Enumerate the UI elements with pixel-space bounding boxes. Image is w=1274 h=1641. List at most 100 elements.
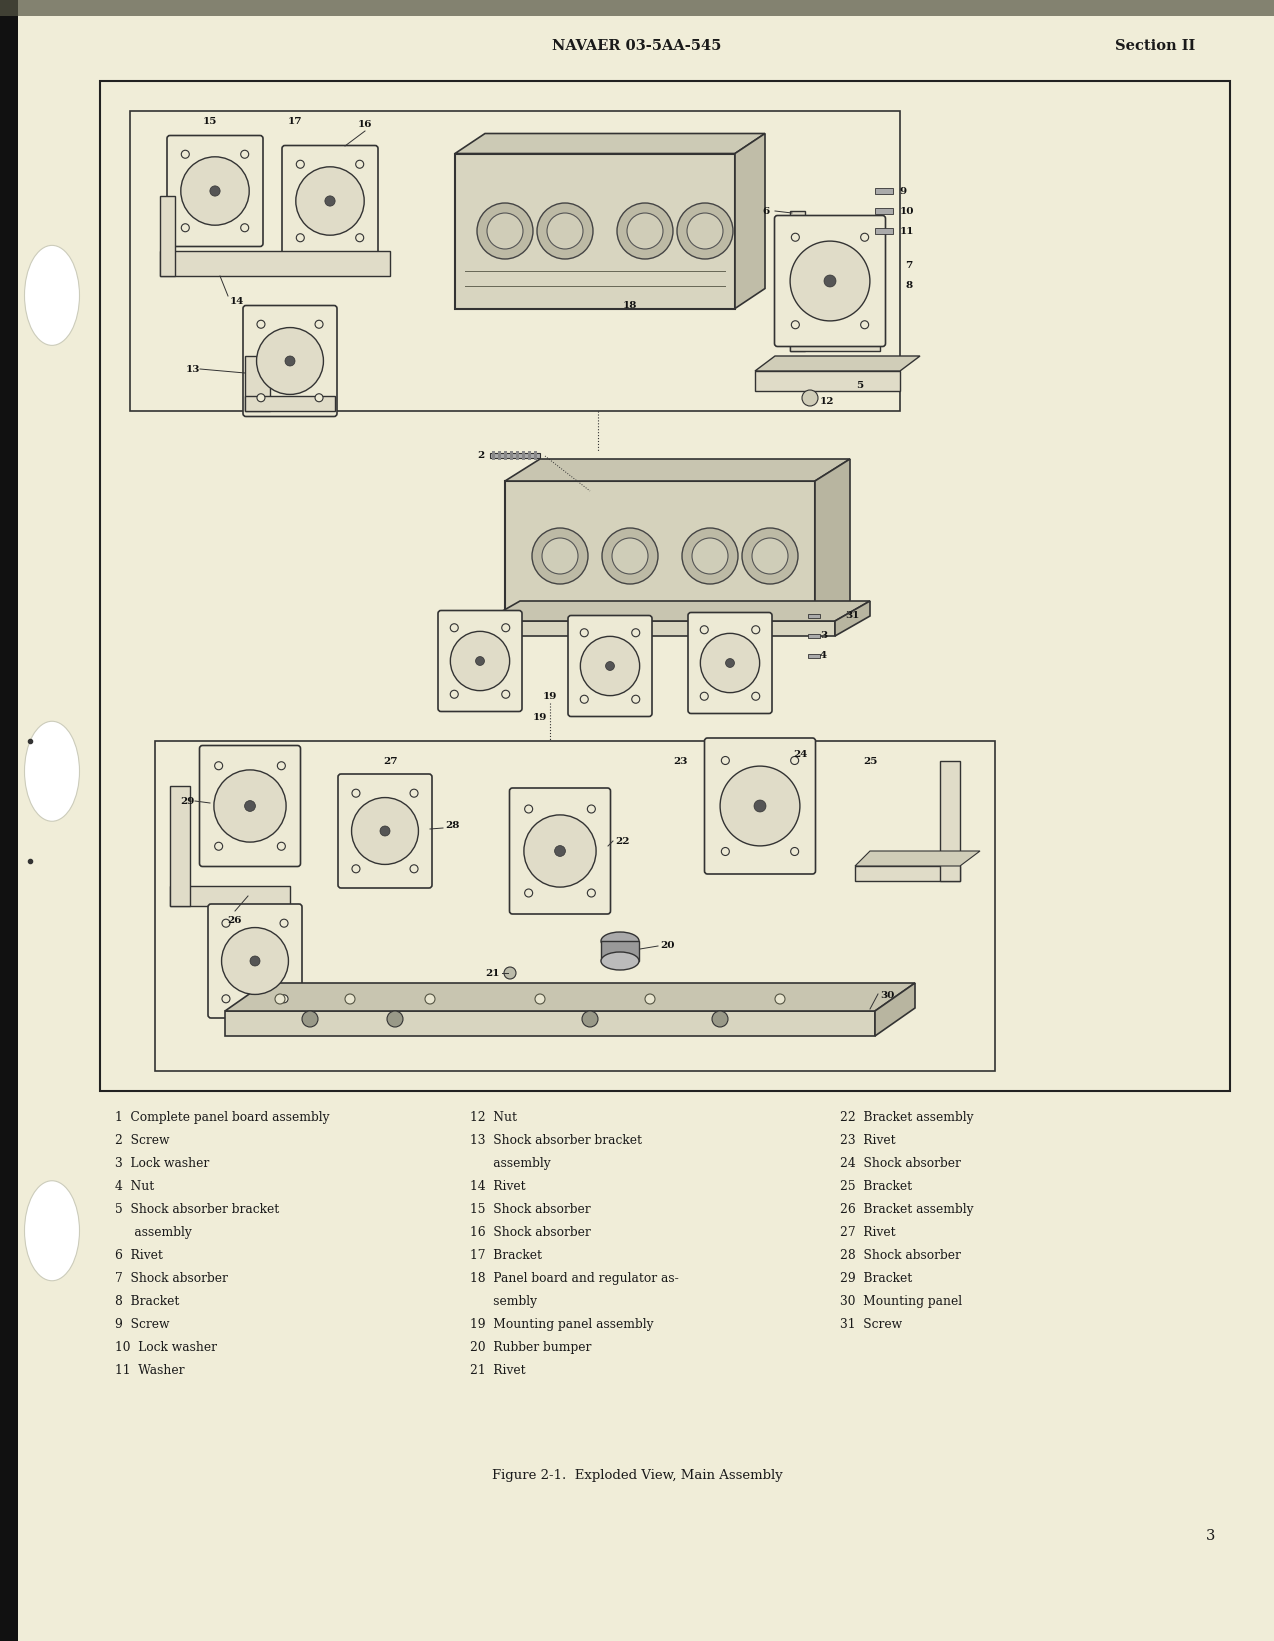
Circle shape bbox=[222, 994, 231, 1003]
Circle shape bbox=[587, 806, 595, 812]
Circle shape bbox=[581, 637, 640, 696]
Circle shape bbox=[450, 691, 459, 699]
Circle shape bbox=[645, 994, 655, 1004]
Bar bbox=[130, 112, 899, 410]
Bar bbox=[485, 620, 834, 637]
Text: Section II: Section II bbox=[1115, 39, 1195, 53]
Circle shape bbox=[181, 223, 190, 231]
Bar bbox=[875, 228, 893, 235]
Text: sembly: sembly bbox=[470, 1295, 538, 1308]
Bar bbox=[225, 1011, 875, 1035]
Circle shape bbox=[582, 1011, 598, 1027]
Polygon shape bbox=[455, 133, 764, 154]
Circle shape bbox=[222, 919, 231, 927]
FancyBboxPatch shape bbox=[688, 612, 772, 714]
Ellipse shape bbox=[601, 932, 640, 950]
Bar bbox=[161, 195, 175, 276]
Circle shape bbox=[580, 696, 589, 704]
Text: 3: 3 bbox=[1205, 1529, 1215, 1543]
Circle shape bbox=[701, 693, 708, 701]
Circle shape bbox=[280, 994, 288, 1003]
Text: 2  Screw: 2 Screw bbox=[115, 1134, 169, 1147]
Circle shape bbox=[250, 957, 260, 967]
Circle shape bbox=[682, 528, 738, 584]
Text: 23: 23 bbox=[673, 757, 687, 766]
Text: 8  Bracket: 8 Bracket bbox=[115, 1295, 180, 1308]
Circle shape bbox=[752, 693, 759, 701]
Bar bbox=[498, 451, 501, 459]
Circle shape bbox=[502, 624, 510, 632]
Circle shape bbox=[524, 816, 596, 888]
Circle shape bbox=[726, 658, 734, 668]
FancyBboxPatch shape bbox=[167, 136, 262, 246]
Text: 4  Nut: 4 Nut bbox=[115, 1180, 154, 1193]
Circle shape bbox=[257, 320, 265, 328]
Text: 12  Nut: 12 Nut bbox=[470, 1111, 517, 1124]
Circle shape bbox=[278, 761, 285, 770]
Text: 9  Screw: 9 Screw bbox=[115, 1318, 169, 1331]
Circle shape bbox=[352, 865, 361, 873]
Circle shape bbox=[554, 845, 566, 857]
Text: 11: 11 bbox=[899, 226, 915, 236]
Circle shape bbox=[752, 625, 759, 633]
Circle shape bbox=[502, 691, 510, 699]
Bar bbox=[534, 451, 538, 459]
Bar bbox=[510, 451, 513, 459]
Text: 7: 7 bbox=[905, 261, 912, 271]
Ellipse shape bbox=[601, 952, 640, 970]
Text: 15: 15 bbox=[203, 117, 217, 126]
Text: 22: 22 bbox=[615, 837, 629, 845]
FancyBboxPatch shape bbox=[282, 146, 378, 256]
Bar bbox=[99, 80, 1229, 1091]
Text: 2: 2 bbox=[478, 451, 485, 461]
Text: 13: 13 bbox=[186, 364, 200, 374]
Polygon shape bbox=[875, 983, 915, 1035]
Circle shape bbox=[410, 789, 418, 798]
FancyBboxPatch shape bbox=[775, 215, 885, 346]
Text: 26  Bracket assembly: 26 Bracket assembly bbox=[840, 1203, 973, 1216]
Bar bbox=[601, 940, 640, 962]
Circle shape bbox=[712, 1011, 727, 1027]
Circle shape bbox=[297, 233, 304, 241]
Bar bbox=[527, 451, 531, 459]
Polygon shape bbox=[225, 983, 915, 1011]
Text: 11  Washer: 11 Washer bbox=[115, 1364, 185, 1377]
Circle shape bbox=[297, 161, 304, 169]
Circle shape bbox=[525, 806, 533, 812]
Bar bbox=[790, 336, 880, 351]
Circle shape bbox=[720, 766, 800, 845]
Text: 16: 16 bbox=[358, 120, 372, 130]
Bar bbox=[155, 742, 995, 1072]
Bar bbox=[875, 208, 893, 213]
Circle shape bbox=[256, 328, 324, 394]
Circle shape bbox=[181, 158, 250, 225]
Text: 30  Mounting panel: 30 Mounting panel bbox=[840, 1295, 962, 1308]
Text: 8: 8 bbox=[905, 282, 912, 290]
Circle shape bbox=[692, 538, 727, 574]
Circle shape bbox=[285, 356, 296, 366]
Circle shape bbox=[541, 538, 578, 574]
Text: 24  Shock absorber: 24 Shock absorber bbox=[840, 1157, 961, 1170]
Polygon shape bbox=[815, 459, 850, 632]
Text: 20  Rubber bumper: 20 Rubber bumper bbox=[470, 1341, 591, 1354]
Text: 9: 9 bbox=[899, 187, 907, 195]
Text: 25: 25 bbox=[862, 757, 878, 766]
Bar bbox=[245, 356, 270, 410]
Circle shape bbox=[632, 629, 640, 637]
Text: 6: 6 bbox=[763, 207, 769, 215]
Text: 10  Lock washer: 10 Lock washer bbox=[115, 1341, 217, 1354]
Circle shape bbox=[752, 538, 789, 574]
Bar bbox=[516, 451, 519, 459]
Circle shape bbox=[803, 391, 818, 405]
Bar bbox=[505, 451, 507, 459]
Circle shape bbox=[790, 241, 870, 322]
Circle shape bbox=[476, 203, 533, 259]
Text: 19: 19 bbox=[533, 712, 548, 722]
Circle shape bbox=[355, 233, 363, 241]
Bar bbox=[505, 481, 815, 632]
Circle shape bbox=[587, 889, 595, 898]
Circle shape bbox=[505, 967, 516, 980]
Circle shape bbox=[352, 789, 361, 798]
Circle shape bbox=[603, 528, 657, 584]
Circle shape bbox=[791, 233, 799, 241]
